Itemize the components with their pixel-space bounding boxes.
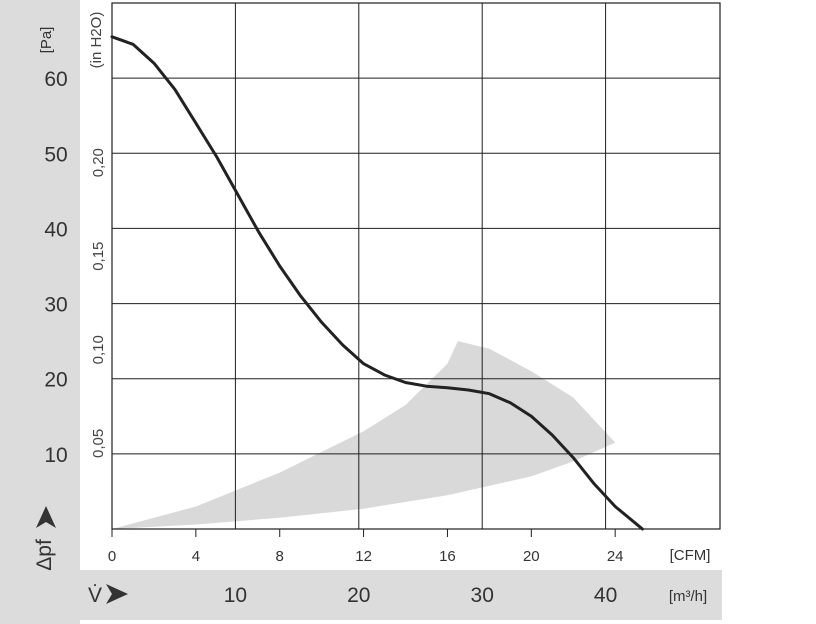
x2-tick-label: 40 [594,584,617,607]
x-axis-arrow-icon [106,584,128,604]
y2-tick-label: 0,15 [90,242,107,271]
x-axis-m3h-symbol: V̇ [88,584,102,607]
y-axis-symbol: Δpf [33,539,56,571]
x-tick-label: 20 [523,548,540,565]
x-tick-label: 8 [276,548,284,565]
y-axis-pa-unit: [Pa] [38,27,55,54]
x2-tick-label: 10 [224,584,247,607]
x-axis-cfm-unit: [CFM] [670,547,711,564]
plot-area [110,2,721,537]
y-axis-inh2o-unit: (in H2O) [88,12,105,69]
x-tick-label: 0 [108,548,116,565]
x-axis-m3h-ticks: 10 20 30 40 [224,584,618,607]
y2-tick-label: 0,05 [90,429,107,458]
y-axis-inh2o-ticks: 0,05 0,10 0,15 0,20 [90,148,107,458]
y-tick-label: 10 [44,444,67,467]
y-axis-arrow-icon [36,506,56,528]
plot-frame [111,2,721,530]
left-panel [0,0,80,624]
y2-tick-label: 0,10 [90,335,107,364]
x-tick-label: 16 [439,548,456,565]
y-tick-label: 20 [44,369,67,392]
y-tick-label: 40 [44,218,67,241]
x-tick-label: 24 [607,548,624,565]
y-axis-pa-ticks: 10 20 30 40 50 60 [44,68,67,467]
bottom-panel [80,570,722,620]
y2-tick-label: 0,20 [90,148,107,177]
x2-tick-label: 30 [471,584,494,607]
performance-curve-line [110,35,644,531]
y-tick-label: 60 [44,68,67,91]
x2-tick-label: 20 [347,584,370,607]
x-tick-label: 4 [192,548,200,565]
x-axis-cfm-ticks: 0 4 8 12 16 20 24 [108,548,624,565]
operating-range-area [112,341,616,529]
y-tick-label: 50 [44,143,67,166]
y-tick-label: 30 [44,294,67,317]
x-tick-label: 12 [355,548,372,565]
x-axis-m3h-unit: [m³/h] [669,588,707,605]
